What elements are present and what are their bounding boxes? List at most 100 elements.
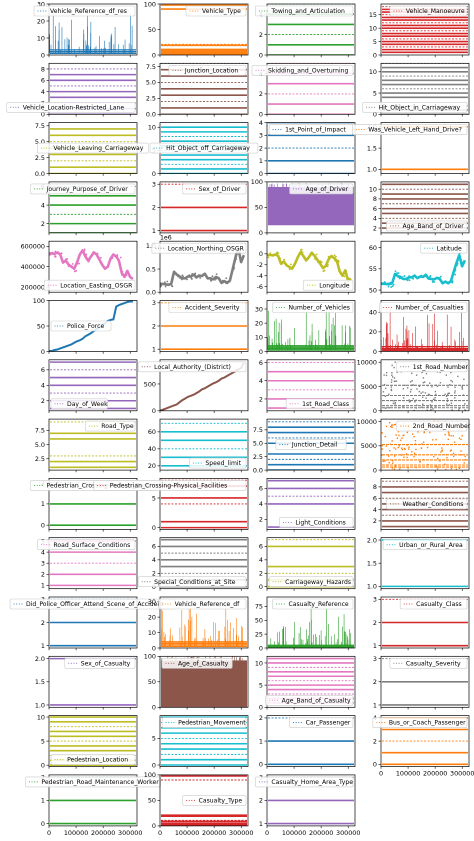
point xyxy=(326,265,329,268)
point xyxy=(393,447,395,449)
legend-swatch xyxy=(165,722,167,724)
legend-label: Road_Surface_Conditions xyxy=(53,542,130,549)
point xyxy=(402,434,404,437)
point xyxy=(448,434,450,437)
legend-swatch xyxy=(41,188,43,190)
legend-swatch xyxy=(403,603,405,605)
legend-swatch xyxy=(40,10,42,12)
y-tick-label: 0 xyxy=(259,704,263,712)
y-tick-label: 50 xyxy=(255,204,263,212)
y-axis: 0 5 10 15 xyxy=(369,11,381,59)
legend-swatch xyxy=(275,306,278,309)
legend: Carriageway_Hazards xyxy=(268,576,354,588)
legend-label: Casualty_Home_Area_Type xyxy=(271,779,353,786)
point xyxy=(412,277,415,280)
legend-label: 2nd_Road_Number xyxy=(413,423,471,430)
legend-box xyxy=(151,242,247,254)
point xyxy=(414,443,417,445)
legend-swatch xyxy=(13,603,15,605)
legend-label: Sex_of_Driver xyxy=(199,186,241,193)
legend: 1st_Point_of_Impact xyxy=(268,124,354,135)
y-tick-label: 200000 xyxy=(21,283,45,291)
y-axis: 20 40 60 xyxy=(148,428,160,470)
legend-label: Location_Easting_OSGR xyxy=(60,282,133,289)
point xyxy=(407,467,409,469)
point xyxy=(444,393,446,395)
point xyxy=(434,390,437,393)
plot-frame xyxy=(48,3,138,56)
point xyxy=(409,400,411,403)
point xyxy=(54,255,56,258)
y-tick-label: 5.0 xyxy=(35,441,45,449)
legend-swatch xyxy=(62,403,64,405)
legend-swatch xyxy=(393,662,395,664)
legend-box xyxy=(389,5,468,17)
x-tick-label: 300000 xyxy=(336,829,360,837)
y-tick-label: 0.0 xyxy=(146,111,156,119)
legend-swatch xyxy=(295,722,297,724)
y-axis: 024 xyxy=(259,70,267,119)
legend-swatch xyxy=(405,425,407,427)
plot-frame xyxy=(266,537,356,590)
y-tick-label: 6 xyxy=(259,543,263,551)
point xyxy=(83,249,86,252)
legend-swatch xyxy=(163,247,165,249)
point xyxy=(461,262,464,265)
point xyxy=(440,275,442,278)
legend: 2nd_Road_Number xyxy=(396,420,471,432)
y-tick-label: 2 xyxy=(152,570,156,578)
point xyxy=(384,460,386,462)
point xyxy=(391,462,394,464)
point xyxy=(430,406,432,408)
point xyxy=(450,467,453,470)
point xyxy=(390,286,393,288)
subplot-junction-location: 0.0 2.5 5.0 7.5 Junction_Location xyxy=(146,63,249,119)
legend-swatch xyxy=(397,503,399,505)
y-tick-label: 20 xyxy=(255,319,263,327)
point xyxy=(410,388,412,391)
y-axis: -6 -4 -2 0 xyxy=(257,250,267,291)
plot-frame xyxy=(159,596,249,649)
point xyxy=(458,467,461,469)
x-tick-label: 200000 xyxy=(309,829,333,837)
legend-label: Journey_Purpose_of_Driver xyxy=(46,186,129,193)
legend-box xyxy=(251,65,354,76)
legend-box xyxy=(272,302,354,313)
y-tick-label: 2.5 xyxy=(146,95,156,103)
legend-swatch xyxy=(431,247,434,249)
legend-label: Junction_Location xyxy=(184,67,239,74)
point xyxy=(343,275,346,278)
point xyxy=(381,454,383,456)
y-tick-label: 50 xyxy=(37,322,45,330)
point xyxy=(430,409,432,411)
point xyxy=(385,445,388,447)
legend-swatch xyxy=(45,10,47,12)
y-axis: 0 5000 10000 xyxy=(357,359,381,415)
y-tick-label: 0 xyxy=(152,524,156,532)
legend-swatch xyxy=(294,403,296,405)
plot-frame xyxy=(266,359,356,412)
legend-box xyxy=(6,102,136,113)
legend: Car_Passenger xyxy=(289,717,354,728)
y-tick-label: 10000 xyxy=(357,359,377,367)
legend-swatch xyxy=(39,484,41,486)
y-axis: 0 50 100 xyxy=(251,178,267,237)
y-tick-label: 2 xyxy=(259,516,263,524)
point xyxy=(418,390,421,393)
point xyxy=(385,425,388,428)
point xyxy=(78,262,80,265)
legend-swatch xyxy=(405,366,407,368)
y-tick-label: 1.5 xyxy=(367,144,377,152)
point xyxy=(414,401,416,403)
legend: Junction_Detail xyxy=(275,439,347,450)
point xyxy=(396,272,398,274)
point xyxy=(398,407,400,409)
legend-swatch xyxy=(398,10,400,12)
y-axis: 0 1 2 xyxy=(259,714,267,769)
legend-swatch xyxy=(43,147,45,149)
y-tick-label: 0 xyxy=(152,170,156,178)
y-tick-label: 1 xyxy=(41,582,45,590)
point xyxy=(87,260,90,263)
y-tick-label: 75 xyxy=(255,603,263,611)
legend-box xyxy=(382,539,468,551)
